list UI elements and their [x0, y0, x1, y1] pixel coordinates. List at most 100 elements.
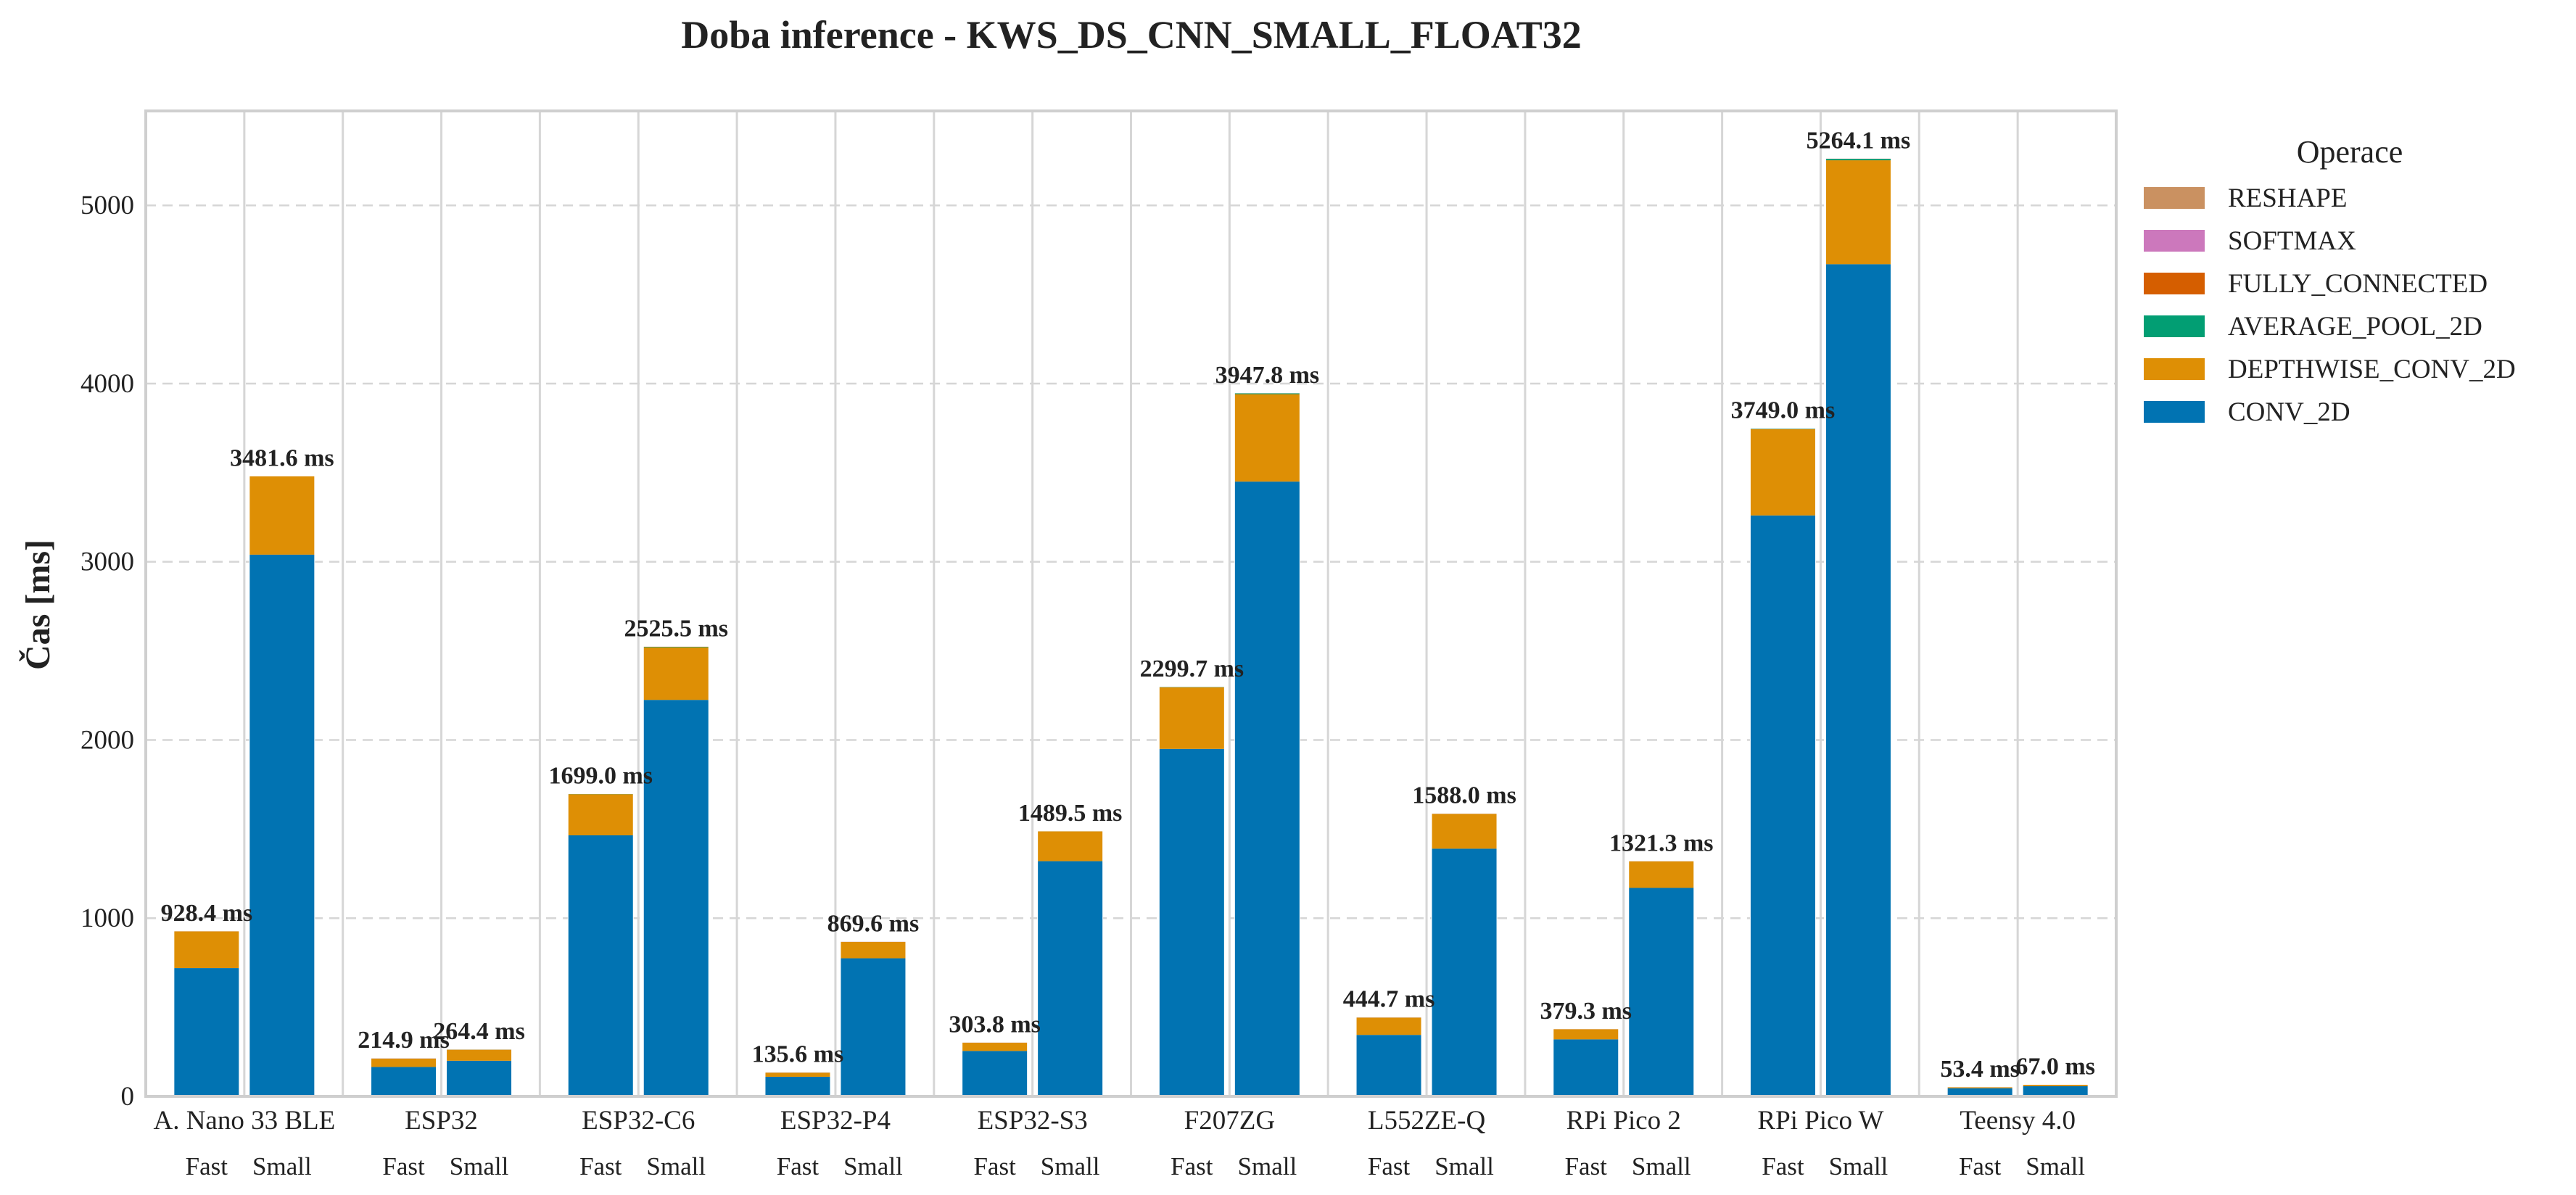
bar-segment-average-pool-2d — [1825, 158, 1891, 161]
bar-total-label: 928.4 ms — [161, 900, 253, 927]
bar-total-label: 1588.0 ms — [1412, 782, 1516, 809]
legend-entry-label: SOFTMAX — [2228, 226, 2356, 256]
plot-frame — [144, 109, 2118, 1098]
variant-label: Fast — [579, 1152, 622, 1180]
variant-label: Small — [450, 1152, 509, 1180]
bar-total-label: 379.3 ms — [1540, 998, 1632, 1025]
x-tick-label: ESP32-C6 — [582, 1106, 695, 1136]
bar-segment-depthwise-conv-2d — [173, 931, 239, 969]
bar-segment-average-pool-2d — [1234, 393, 1300, 394]
variant-label: Fast — [382, 1152, 425, 1180]
bar-segment-conv-2d — [249, 554, 315, 1096]
bar-segment-depthwise-conv-2d — [371, 1058, 437, 1067]
variant-label: Small — [843, 1152, 903, 1180]
legend-entry-label: AVERAGE_POOL_2D — [2228, 312, 2482, 342]
variant-label: Small — [1434, 1152, 1494, 1180]
bar-segment-conv-2d — [1947, 1088, 2013, 1096]
bar-total-label: 869.6 ms — [827, 910, 920, 937]
chart-title: Doba inference - KWS_DS_CNN_SMALL_FLOAT3… — [681, 13, 1582, 57]
bar-total-label: 214.9 ms — [358, 1027, 450, 1054]
x-tick-label: L552ZE-Q — [1368, 1106, 1486, 1136]
bar-segment-conv-2d — [173, 968, 239, 1096]
bar-total-label: 264.4 ms — [433, 1018, 525, 1045]
bar-segment-depthwise-conv-2d — [1159, 687, 1225, 749]
variant-label: Small — [1829, 1152, 1888, 1180]
bar-segment-conv-2d — [643, 700, 709, 1096]
legend-swatch — [2144, 230, 2205, 252]
bar-segment-conv-2d — [1432, 848, 1498, 1096]
bar-total-label: 1489.5 ms — [1018, 800, 1123, 827]
legend-entry-label: RESHAPE — [2228, 183, 2347, 213]
legend-entry-label: DEPTHWISE_CONV_2D — [2228, 355, 2516, 384]
variant-label: Small — [2026, 1152, 2085, 1180]
bar-segment-conv-2d — [840, 958, 906, 1096]
y-tick-label: 5000 — [80, 191, 134, 220]
bar-segment-depthwise-conv-2d — [446, 1049, 512, 1061]
x-tick-label: Teensy 4.0 — [1960, 1106, 2076, 1136]
bar-segment-depthwise-conv-2d — [1947, 1086, 2013, 1088]
bar-segment-conv-2d — [764, 1076, 830, 1096]
y-tick-label: 3000 — [80, 547, 134, 577]
variant-label: Small — [646, 1152, 706, 1180]
variant-label: Small — [1041, 1152, 1100, 1180]
bar-segment-depthwise-conv-2d — [1234, 394, 1300, 482]
bar-total-label: 3947.8 ms — [1215, 362, 1320, 389]
legend-title: Operace — [2297, 134, 2403, 170]
y-tick-label: 1000 — [80, 904, 134, 933]
legend: Operace RESHAPE SOFTMAX FULLY_CONNECTED AVE… — [2144, 134, 2516, 427]
x-tick-label: RPi Pico 2 — [1566, 1106, 1681, 1136]
x-tick-label: RPi Pico W — [1757, 1106, 1883, 1136]
bar-segment-depthwise-conv-2d — [764, 1072, 830, 1077]
legend-swatch — [2144, 358, 2205, 380]
variant-label: Fast — [973, 1152, 1016, 1180]
y-tick-label: 0 — [121, 1082, 135, 1112]
legend-entry-label: CONV_2D — [2228, 397, 2350, 427]
bar-segment-depthwise-conv-2d — [1356, 1017, 1422, 1035]
variant-label: Fast — [186, 1152, 228, 1180]
bar-total-label: 1699.0 ms — [548, 762, 653, 789]
bar-segment-depthwise-conv-2d — [962, 1042, 1028, 1051]
x-tick-label: ESP32-S3 — [978, 1106, 1088, 1136]
bar-segment-depthwise-conv-2d — [1037, 831, 1103, 861]
bar-segment-average-pool-2d — [643, 646, 709, 648]
bar-segment-depthwise-conv-2d — [1750, 429, 1816, 516]
bar-total-label: 3481.6 ms — [230, 444, 334, 471]
variant-label: Small — [1632, 1152, 1691, 1180]
variant-label: Fast — [1565, 1152, 1608, 1180]
bar-segment-conv-2d — [1825, 264, 1891, 1096]
bar-segment-depthwise-conv-2d — [1432, 814, 1498, 849]
bar-total-label: 444.7 ms — [1343, 986, 1435, 1013]
bar-total-label: 135.6 ms — [752, 1041, 844, 1068]
bar-segment-conv-2d — [1750, 515, 1816, 1096]
y-tick-label: 4000 — [80, 369, 134, 399]
legend-swatch — [2144, 401, 2205, 423]
bar-segment-conv-2d — [446, 1060, 512, 1096]
bar-segment-depthwise-conv-2d — [643, 647, 709, 700]
bar-total-label: 53.4 ms — [1940, 1056, 2020, 1083]
legend-swatch — [2144, 187, 2205, 209]
bar-segment-conv-2d — [1037, 861, 1103, 1096]
x-tick-label: F207ZG — [1184, 1106, 1275, 1136]
bar-segment-depthwise-conv-2d — [840, 941, 906, 959]
legend-swatch — [2144, 315, 2205, 337]
axis-layer: 0 1000 2000 3000 4000 5000 Fast Small A. Nano 33… — [80, 109, 2118, 1180]
bar-segment-conv-2d — [1234, 481, 1300, 1096]
x-tick-label: ESP32-P4 — [780, 1106, 891, 1136]
y-axis-label: Čas [ms] — [18, 539, 57, 670]
x-tick-label: A. Nano 33 BLE — [153, 1106, 335, 1136]
bar-segment-depthwise-conv-2d — [1628, 861, 1694, 888]
bar-total-label: 2525.5 ms — [624, 615, 728, 642]
bar-segment-conv-2d — [962, 1051, 1028, 1096]
bar-total-label: 67.0 ms — [2015, 1054, 2095, 1080]
variant-label: Small — [252, 1152, 312, 1180]
bar-total-label: 3749.0 ms — [1731, 397, 1836, 424]
bar-total-label: 1321.3 ms — [1609, 830, 1714, 856]
bar-segment-depthwise-conv-2d — [249, 476, 315, 555]
bar-total-label: 5264.1 ms — [1807, 127, 1911, 154]
bar-segment-conv-2d — [568, 835, 634, 1096]
bar-segment-depthwise-conv-2d — [1825, 160, 1891, 265]
bar-total-label: 303.8 ms — [949, 1011, 1041, 1038]
bar-segment-depthwise-conv-2d — [568, 794, 634, 835]
